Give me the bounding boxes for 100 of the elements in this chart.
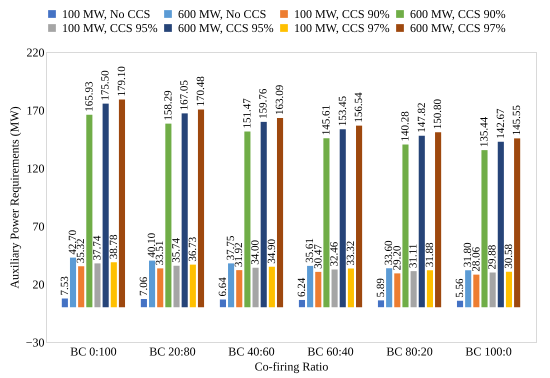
y-tick-label: 20 (32, 278, 44, 292)
bar (481, 150, 488, 308)
bar (140, 299, 147, 308)
data-label: 36.73 (186, 236, 199, 262)
data-label: 145.61 (320, 105, 332, 136)
data-label: 145.55 (511, 104, 524, 136)
bar (118, 99, 126, 308)
legend-label: 600 MW, CCS 97% (410, 21, 506, 35)
data-label: 29.88 (486, 244, 499, 270)
bar (340, 129, 346, 308)
bar (252, 268, 259, 308)
data-label: 29.20 (391, 245, 404, 270)
data-label: 175.50 (100, 70, 112, 101)
bar (165, 124, 172, 308)
legend-label: 600 MW, CCS 90% (410, 7, 506, 21)
y-tick-label: 70 (32, 220, 44, 234)
data-label: 135.44 (478, 116, 490, 148)
data-label: 31.88 (424, 242, 436, 268)
bar (110, 262, 117, 308)
bar (62, 298, 68, 308)
bar (435, 132, 442, 308)
bar (70, 258, 76, 308)
bar (490, 272, 496, 308)
data-label: 37.74 (92, 235, 104, 260)
bar (348, 268, 354, 308)
legend-label: 600 MW, No CCS (178, 7, 266, 21)
bar (356, 126, 362, 308)
x-tick-label: BC 0:100 (70, 344, 117, 358)
bar (78, 266, 84, 308)
bar (394, 273, 400, 308)
data-label: 6.64 (216, 276, 229, 296)
bar (426, 270, 434, 308)
data-label: 30.47 (312, 244, 324, 269)
bar (323, 138, 330, 308)
x-axis-title: Co-firing Ratio (254, 360, 328, 374)
bar (307, 266, 314, 308)
y-tick-label: −30 (26, 336, 44, 350)
legend-label: 100 MW, CCS 90% (294, 7, 390, 21)
bar (298, 300, 306, 308)
data-label: 151.47 (241, 98, 254, 128)
bar (378, 300, 384, 308)
data-label: 158.29 (162, 90, 174, 121)
legend-label: 100 MW, No CCS (62, 7, 150, 21)
bar (260, 122, 267, 308)
data-label: 30.58 (502, 243, 515, 269)
bar (86, 114, 92, 308)
x-tick-label: BC 40:60 (228, 344, 275, 358)
data-label: 5.56 (454, 278, 466, 298)
data-label: 159.76 (258, 88, 270, 119)
data-label: 6.24 (296, 277, 308, 297)
bar (236, 270, 242, 308)
data-label: 5.89 (374, 278, 387, 298)
x-tick-label: BC 80:20 (386, 344, 433, 358)
data-label: 31.11 (408, 244, 420, 268)
bar (268, 266, 275, 308)
bar (332, 270, 338, 308)
data-label: 7.53 (58, 276, 71, 296)
bar (102, 104, 109, 308)
y-tick-label: 120 (26, 162, 44, 176)
data-label: 165.93 (83, 80, 96, 112)
bar (456, 300, 464, 308)
data-label: 179.10 (116, 66, 128, 96)
y-tick-label: 170 (26, 104, 44, 118)
data-label: 156.54 (353, 92, 366, 123)
data-label: 38.78 (108, 234, 120, 260)
data-label: 170.48 (195, 76, 208, 106)
data-label: 34.00 (250, 240, 262, 265)
data-label: 167.05 (178, 80, 191, 110)
bar (220, 300, 226, 308)
bar (182, 113, 188, 308)
data-label: 28.06 (470, 246, 482, 272)
data-label: 7.06 (138, 276, 150, 296)
bar (228, 263, 234, 308)
data-label: 147.82 (416, 102, 428, 133)
data-label: 34.90 (266, 238, 278, 264)
bar (148, 260, 156, 308)
bar (410, 271, 417, 308)
bar (157, 268, 164, 308)
bar (506, 272, 512, 308)
data-label: 35.74 (170, 237, 183, 263)
bar (386, 268, 392, 308)
legend-label: 600 MW, CCS 95% (178, 21, 274, 35)
x-tick-label: BC 20:80 (149, 344, 196, 358)
data-label: 140.28 (399, 110, 412, 142)
data-label: 163.09 (274, 84, 286, 116)
bar (94, 263, 101, 308)
bar (473, 274, 480, 308)
bar (514, 138, 520, 308)
bar (315, 272, 322, 308)
bar (244, 131, 250, 308)
data-label: 150.80 (432, 98, 444, 130)
bar (418, 136, 425, 308)
bar (465, 270, 472, 308)
data-label: 32.46 (328, 241, 341, 267)
legend-label: 100 MW, CCS 97% (294, 21, 390, 35)
legend-label: 100 MW, CCS 95% (62, 21, 158, 35)
y-axis-title: Auxiliary Power Requirements (MW) (8, 106, 22, 289)
data-label: 33.32 (344, 240, 357, 266)
bar (276, 118, 284, 308)
bar (402, 144, 409, 308)
